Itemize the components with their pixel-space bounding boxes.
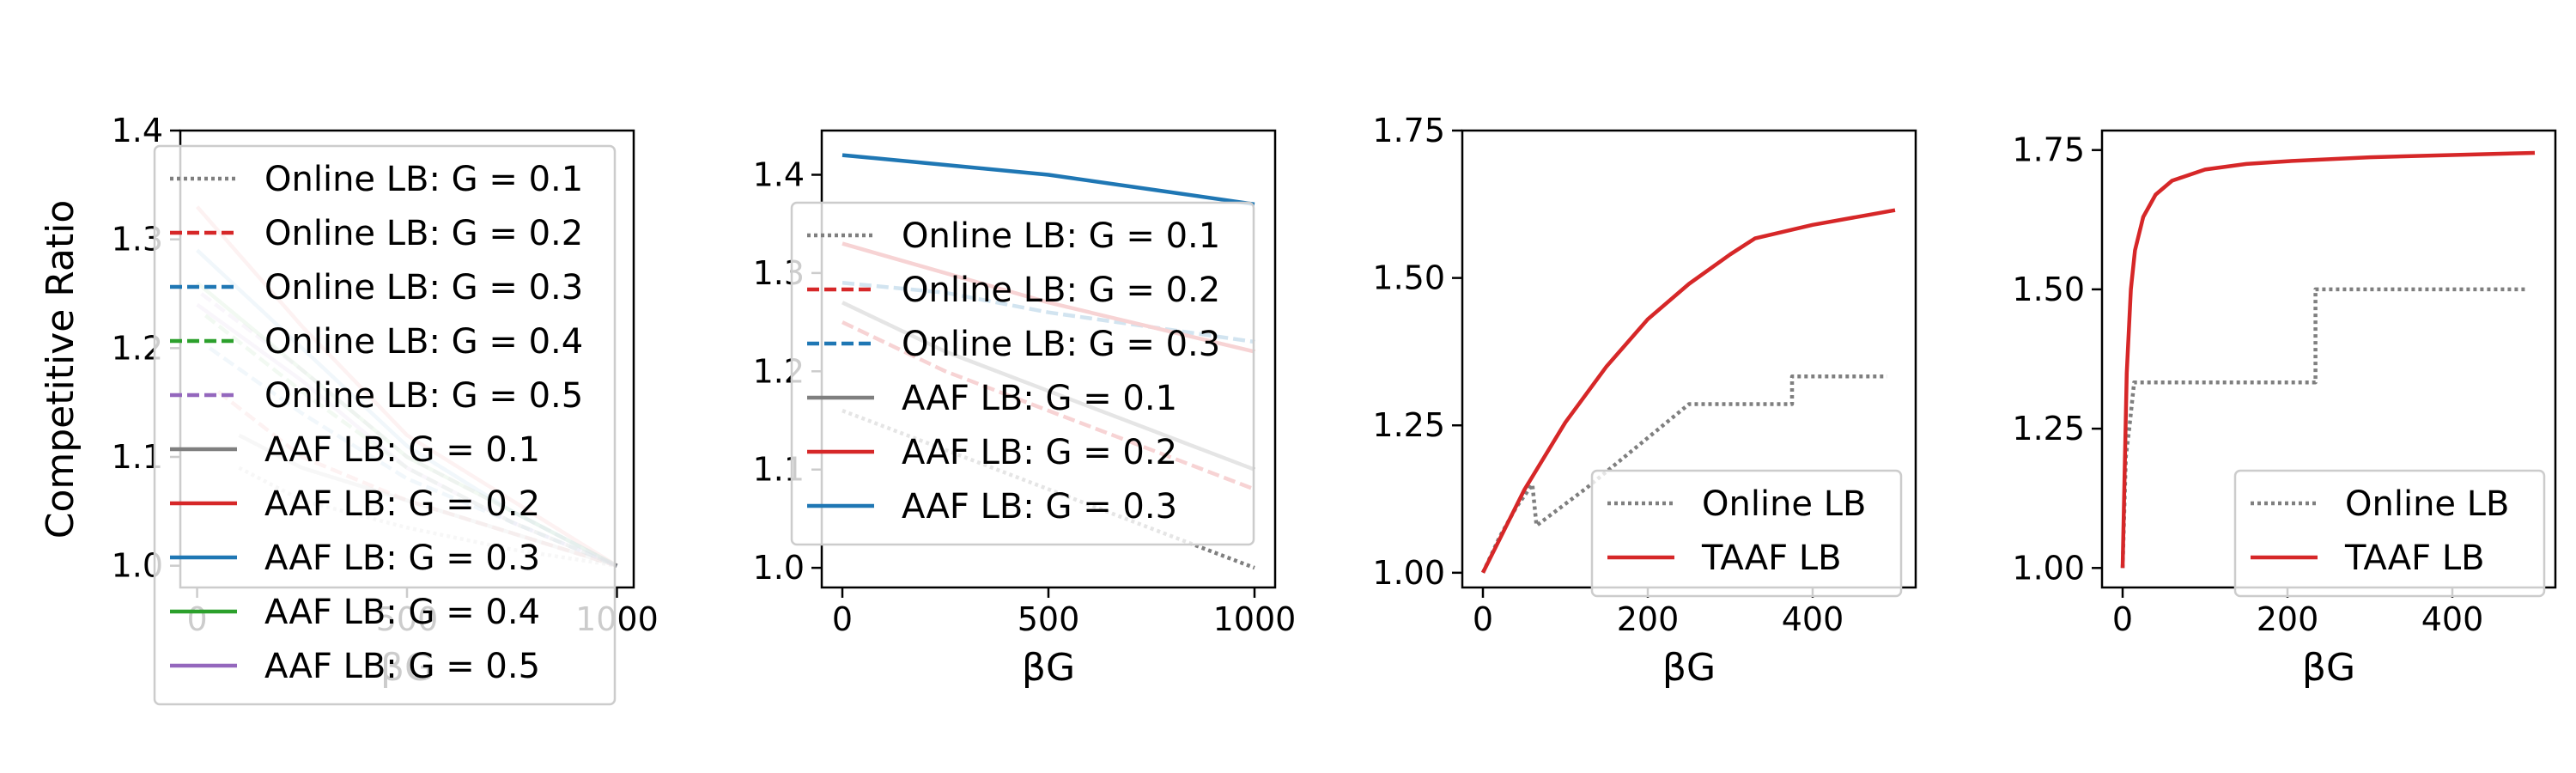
y-tick-label: 1.0: [753, 549, 805, 587]
y-tick-label: 1.50: [2012, 271, 2085, 308]
series-line: [1480, 208, 1896, 574]
legend-label: TAAF LB: [1701, 539, 1842, 578]
x-axis-label: βG: [1022, 646, 1075, 690]
y-tick-label: 1.00: [2012, 549, 2085, 587]
x-tick-label: 400: [2421, 600, 2484, 638]
y-tick-label: 1.50: [1372, 259, 1445, 297]
legend-label: Online LB: [2345, 484, 2509, 524]
legend-label: AAF LB: G = 0.3: [264, 539, 540, 578]
legend: Online LB TAAF LB: [1590, 469, 1903, 598]
legend-label: Online LB: G = 0.1: [264, 160, 583, 199]
x-tick-label: 0: [1473, 600, 1493, 638]
legend-label: AAF LB: G = 0.5: [264, 647, 540, 686]
legend-label: Online LB: G = 0.5: [264, 376, 583, 416]
subplot-4: 0 200 400 1.00 1.25 1.50 1.75 βG Online LB TAAF L…: [2012, 129, 2557, 690]
y-tick-label: 1.4: [112, 112, 163, 149]
subplot-3: 0 200 400 1.00 1.25 1.50 1.75 βG Online LB TAAF L…: [1372, 112, 1917, 690]
x-tick-label: 500: [1018, 600, 1080, 638]
y-tick-label: 1.4: [753, 155, 805, 193]
legend-label: Online LB: G = 0.1: [902, 216, 1220, 256]
legend-label: AAF LB: G = 0.1: [902, 379, 1177, 418]
x-tick-label: 200: [2257, 600, 2319, 638]
legend-label: AAF LB: G = 0.1: [264, 430, 540, 470]
x-tick-label: 0: [2112, 600, 2133, 638]
y-tick-label: 1.75: [1372, 112, 1445, 149]
x-tick-label: 400: [1782, 600, 1844, 638]
y-axis-label: Competitive Ratio: [39, 200, 82, 539]
legend: Online LB: G = 0.1 Online LB: G = 0.2 Onli…: [153, 144, 617, 706]
x-axis-label: βG: [1662, 646, 1716, 690]
x-axis-label: βG: [2302, 646, 2355, 690]
legend-label: Online LB: G = 0.2: [902, 271, 1220, 310]
legend-label: AAF LB: G = 0.2: [264, 484, 540, 524]
legend-label: Online LB: G = 0.3: [264, 268, 583, 307]
legend: Online LB: G = 0.1 Online LB: G = 0.2 Onli…: [790, 201, 1255, 546]
x-tick-label: 0: [832, 600, 853, 638]
y-tick-label: 1.25: [1372, 406, 1445, 444]
series-line: [841, 153, 1255, 207]
legend-label: AAF LB: G = 0.3: [902, 487, 1177, 526]
legend: Online LB TAAF LB: [2233, 469, 2546, 598]
legend-label: AAF LB: G = 0.4: [264, 593, 540, 632]
legend-label: Online LB: [1702, 484, 1866, 524]
series-line: [2120, 150, 2536, 569]
legend-label: Online LB: G = 0.2: [264, 214, 583, 253]
legend-label: Online LB: G = 0.4: [264, 322, 583, 362]
y-tick-label: 1.00: [1372, 554, 1445, 592]
legend-label: TAAF LB: [2344, 539, 2485, 578]
y-tick-label: 1.25: [2012, 410, 2085, 447]
legend-label: Online LB: G = 0.3: [902, 325, 1220, 364]
x-tick-label: 200: [1617, 600, 1680, 638]
legend-label: AAF LB: G = 0.2: [902, 433, 1177, 472]
y-tick-label: 1.75: [2012, 131, 2085, 169]
legend-box: [790, 201, 1255, 546]
legend-box: [153, 144, 617, 706]
x-tick-label: 1000: [1213, 600, 1297, 638]
